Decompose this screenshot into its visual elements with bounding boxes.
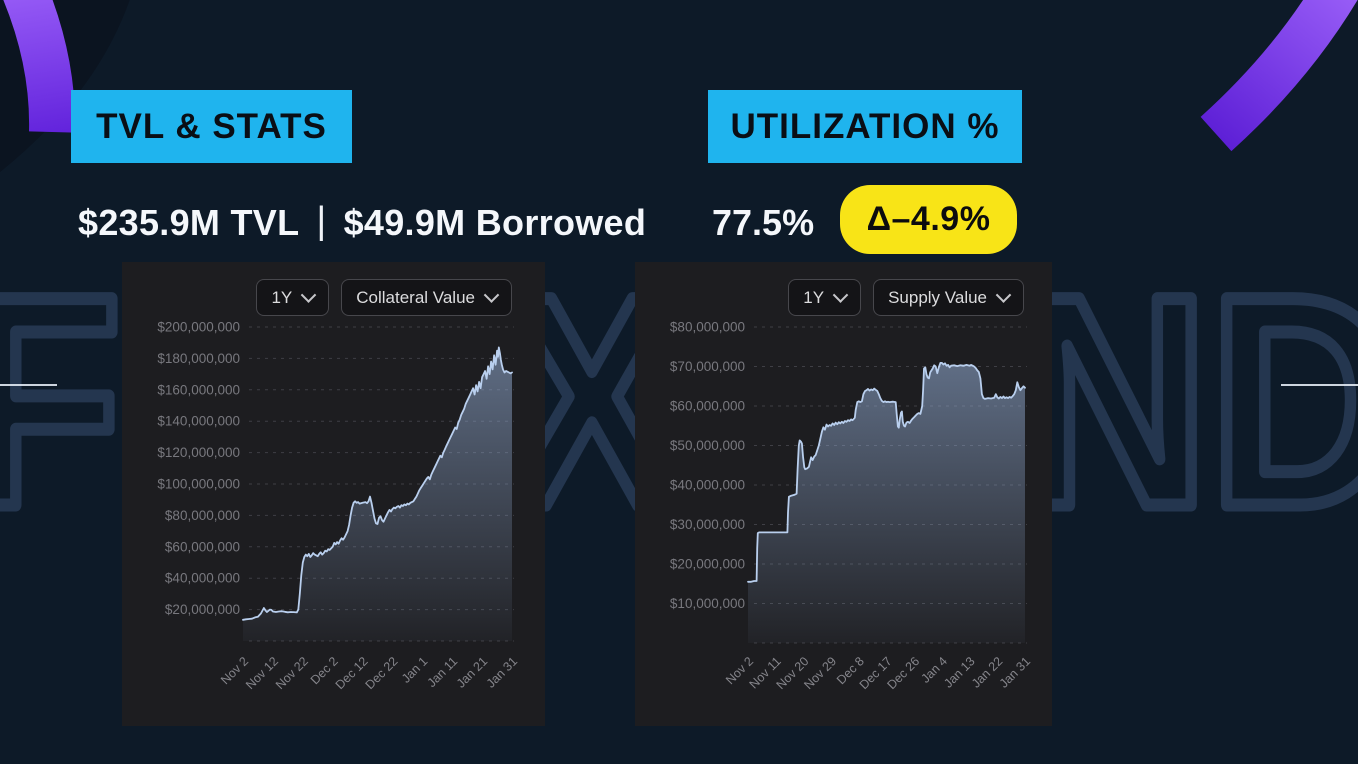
accent-line-left bbox=[0, 384, 57, 386]
metric-dropdown-label: Supply Value bbox=[888, 287, 987, 307]
svg-text:$40,000,000: $40,000,000 bbox=[670, 478, 745, 493]
supply-chart-panel: 1Y Supply Value $80,000,000 $70,000,000 $6… bbox=[635, 262, 1052, 726]
svg-text:$60,000,000: $60,000,000 bbox=[670, 399, 745, 414]
svg-text:Dec 12: Dec 12 bbox=[333, 654, 371, 692]
timeframe-dropdown[interactable]: 1Y bbox=[256, 279, 330, 316]
svg-text:Jan 21: Jan 21 bbox=[454, 654, 490, 690]
tvl-value: $235.9M TVL bbox=[78, 202, 300, 243]
timeframe-dropdown-label: 1Y bbox=[803, 287, 825, 307]
tvl-stats-values: $235.9M TVL | $49.9M Borrowed bbox=[78, 199, 647, 245]
svg-text:$70,000,000: $70,000,000 bbox=[670, 359, 745, 374]
svg-text:Jan 11: Jan 11 bbox=[425, 654, 461, 690]
svg-text:$80,000,000: $80,000,000 bbox=[670, 320, 745, 335]
svg-text:Jan 31: Jan 31 bbox=[997, 654, 1033, 690]
svg-text:$10,000,000: $10,000,000 bbox=[670, 596, 745, 611]
chevron-down-icon bbox=[995, 286, 1012, 303]
collateral-chart-panel: 1Y Collateral Value $200,000,000 $180,000… bbox=[122, 262, 545, 726]
svg-text:$60,000,000: $60,000,000 bbox=[165, 539, 240, 554]
svg-text:$180,000,000: $180,000,000 bbox=[157, 351, 240, 366]
svg-text:$80,000,000: $80,000,000 bbox=[165, 508, 240, 523]
svg-text:Dec 22: Dec 22 bbox=[363, 654, 401, 692]
svg-text:$50,000,000: $50,000,000 bbox=[670, 438, 745, 453]
utilization-title-badge: UTILIZATION % bbox=[708, 90, 1022, 163]
svg-text:$100,000,000: $100,000,000 bbox=[157, 477, 240, 492]
collateral-value-chart: $200,000,000 $180,000,000 $160,000,000 $140… bbox=[157, 320, 520, 693]
svg-text:$120,000,000: $120,000,000 bbox=[157, 445, 240, 460]
collateral-chart-controls: 1Y Collateral Value bbox=[256, 279, 512, 316]
chevron-down-icon bbox=[300, 286, 317, 303]
timeframe-dropdown[interactable]: 1Y bbox=[788, 279, 862, 316]
svg-text:Nov 12: Nov 12 bbox=[243, 654, 281, 692]
utilization-delta-badge: Δ–4.9% bbox=[840, 185, 1017, 254]
svg-text:$200,000,000: $200,000,000 bbox=[157, 320, 240, 335]
svg-text:$30,000,000: $30,000,000 bbox=[670, 517, 745, 532]
chevron-down-icon bbox=[832, 286, 849, 303]
metric-dropdown-label: Collateral Value bbox=[356, 287, 475, 307]
metric-dropdown[interactable]: Supply Value bbox=[873, 279, 1024, 316]
supply-chart-controls: 1Y Supply Value bbox=[788, 279, 1024, 316]
stats-separator: | bbox=[316, 199, 327, 242]
metric-dropdown[interactable]: Collateral Value bbox=[341, 279, 512, 316]
svg-text:$140,000,000: $140,000,000 bbox=[157, 414, 240, 429]
chevron-down-icon bbox=[483, 286, 500, 303]
timeframe-dropdown-label: 1Y bbox=[271, 287, 293, 307]
corner-arc-top-left bbox=[3, 0, 76, 133]
utilization-delta-value: Δ–4.9% bbox=[866, 200, 991, 238]
utilization-title: UTILIZATION % bbox=[730, 106, 1000, 146]
svg-text:$160,000,000: $160,000,000 bbox=[157, 382, 240, 397]
svg-text:Jan 31: Jan 31 bbox=[484, 654, 520, 690]
tvl-stats-title-badge: TVL & STATS bbox=[71, 90, 352, 163]
borrowed-value: $49.9M Borrowed bbox=[343, 202, 647, 243]
svg-text:$40,000,000: $40,000,000 bbox=[165, 571, 240, 586]
accent-line-right bbox=[1281, 384, 1358, 386]
supply-value-chart: $80,000,000 $70,000,000 $60,000,000 $50,000… bbox=[670, 320, 1033, 693]
tvl-stats-title: TVL & STATS bbox=[96, 106, 327, 146]
svg-text:Nov 22: Nov 22 bbox=[273, 654, 311, 692]
svg-text:$20,000,000: $20,000,000 bbox=[165, 602, 240, 617]
utilization-value: 77.5% bbox=[712, 202, 815, 243]
corner-arc-top-right bbox=[1200, 0, 1358, 152]
svg-text:$20,000,000: $20,000,000 bbox=[670, 557, 745, 572]
